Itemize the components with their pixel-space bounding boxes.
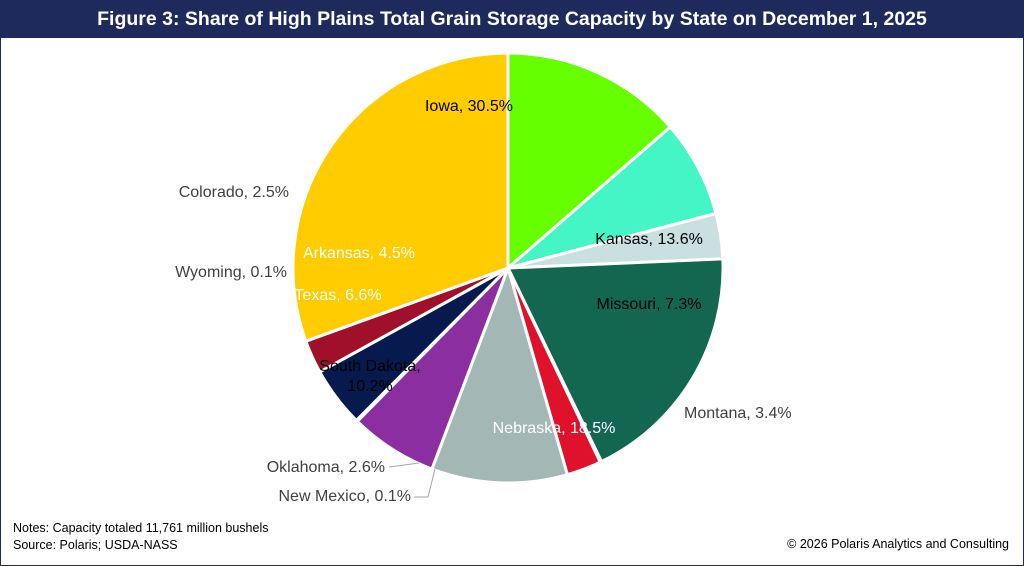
copyright-text: © 2026 Polaris Analytics and Consulting [787, 537, 1009, 551]
slice-label-missouri: Missouri, 7.3% [597, 296, 702, 313]
pie-chart: Kansas, 13.6% Missouri, 7.3% Montana, 3.4%… [175, 51, 792, 505]
chart-title: Figure 3: Share of High Plains Total Gra… [1, 1, 1023, 38]
slice-label-nebraska: Nebraska, 18.5% [493, 420, 616, 437]
source-text: Source: Polaris; USDA-NASS [13, 538, 178, 552]
chart-notes: Notes: Capacity totaled 11,761 million b… [13, 520, 268, 554]
pie-slice-missouri [506, 125, 718, 270]
pie-slice-kansas [506, 51, 672, 270]
slice-label-south-dakota: South Dakota, 10.2% [319, 358, 420, 395]
slice-label-iowa: Iowa, 30.5% [425, 98, 513, 115]
leader-line-new-mexico [414, 468, 436, 498]
slice-label-wyoming: Wyoming, 0.1% [175, 264, 287, 281]
leader-line-oklahoma [388, 462, 420, 468]
pie-slice-south-dakota [430, 266, 569, 485]
slice-label-kansas: Kansas, 13.6% [595, 231, 703, 248]
slice-label-oklahoma: Oklahoma, 2.6% [267, 459, 385, 476]
slice-label-montana: Montana, 3.4% [684, 405, 792, 422]
notes-text: Notes: Capacity totaled 11,761 million b… [13, 521, 269, 535]
slice-label-new-mexico: New Mexico, 0.1% [279, 488, 412, 505]
slice-label-texas: Texas, 6.6% [294, 287, 381, 304]
pie-slice-nebraska [506, 257, 725, 464]
pie-slice-iowa [291, 51, 510, 343]
slice-label-arkansas: Arkansas, 4.5% [303, 245, 415, 262]
slice-label-colorado: Colorado, 2.5% [179, 184, 289, 201]
